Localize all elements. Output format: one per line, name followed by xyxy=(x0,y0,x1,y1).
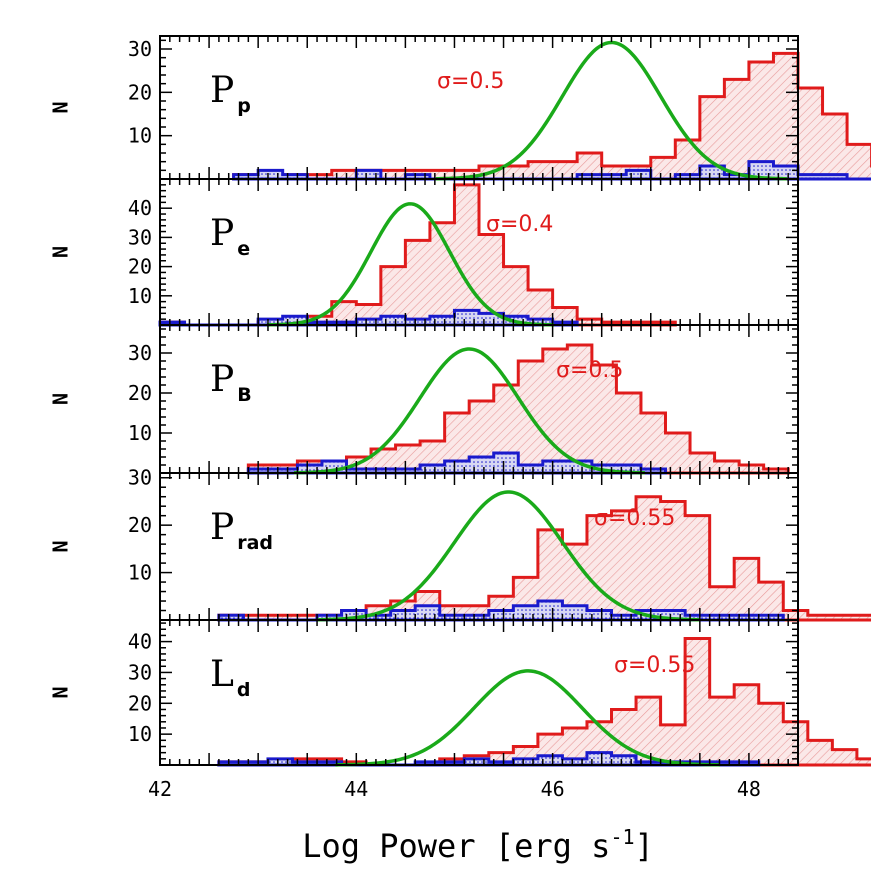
y-axis-label: N xyxy=(49,246,73,258)
gaussian-fit-pb xyxy=(293,347,645,475)
gaussian-fit-pe xyxy=(266,202,554,327)
sigma-annotation-ld: σ=0.55 xyxy=(614,653,695,678)
y-axis-label: N xyxy=(49,393,73,405)
y-tick-label: 10 xyxy=(128,124,152,148)
histogram-subset-ld xyxy=(217,751,761,767)
y-tick-label: 30 xyxy=(128,37,152,61)
y-axis-label: N xyxy=(49,101,73,113)
x-tick-label: 42 xyxy=(148,777,172,801)
gaussian-fit-prad xyxy=(317,490,700,622)
histogram-all-ld xyxy=(217,637,871,767)
y-tick-label: 20 xyxy=(128,80,152,104)
panel-frame-ld xyxy=(159,619,799,766)
y-tick-label: 10 xyxy=(128,421,152,445)
y-tick-label: 30 xyxy=(128,660,152,684)
sigma-annotation-pb: σ=0.5 xyxy=(556,358,623,383)
x-tick-label: 46 xyxy=(541,777,565,801)
sigma-annotation-prad: σ=0.55 xyxy=(594,506,675,531)
y-tick-label: 40 xyxy=(128,630,152,654)
y-tick-label: 30 xyxy=(128,225,152,249)
y-tick-label: 20 xyxy=(128,691,152,715)
y-tick-label: 40 xyxy=(128,196,152,220)
y-tick-label: 10 xyxy=(128,722,152,746)
y-tick-label: 30 xyxy=(128,341,152,365)
y-tick-label: 10 xyxy=(128,284,152,308)
gaussian-fit-ld xyxy=(335,669,720,767)
sigma-annotation-pe: σ=0.4 xyxy=(486,212,553,237)
y-tick-label: 20 xyxy=(128,255,152,279)
x-tick-label: 44 xyxy=(344,777,368,801)
y-tick-label: 20 xyxy=(128,513,152,537)
histogram-all-pp xyxy=(232,51,871,181)
x-tick-label: 48 xyxy=(737,777,761,801)
gaussian-fit-pp xyxy=(435,40,787,181)
y-tick-label: 30 xyxy=(128,466,152,490)
histogram-all-pb xyxy=(246,343,790,475)
sigma-annotation-pp: σ=0.5 xyxy=(437,69,504,94)
x-axis-label: Log Power [erg s-1] xyxy=(302,825,654,865)
panel-pb: 10 20 30 N P B σ=0.5 xyxy=(49,324,799,475)
histogram-subset-pb xyxy=(246,451,667,475)
y-axis-label: N xyxy=(49,540,73,552)
y-tick-label: 10 xyxy=(128,561,152,585)
y-axis-label: N xyxy=(49,686,73,698)
y-tick-label: 20 xyxy=(128,381,152,405)
